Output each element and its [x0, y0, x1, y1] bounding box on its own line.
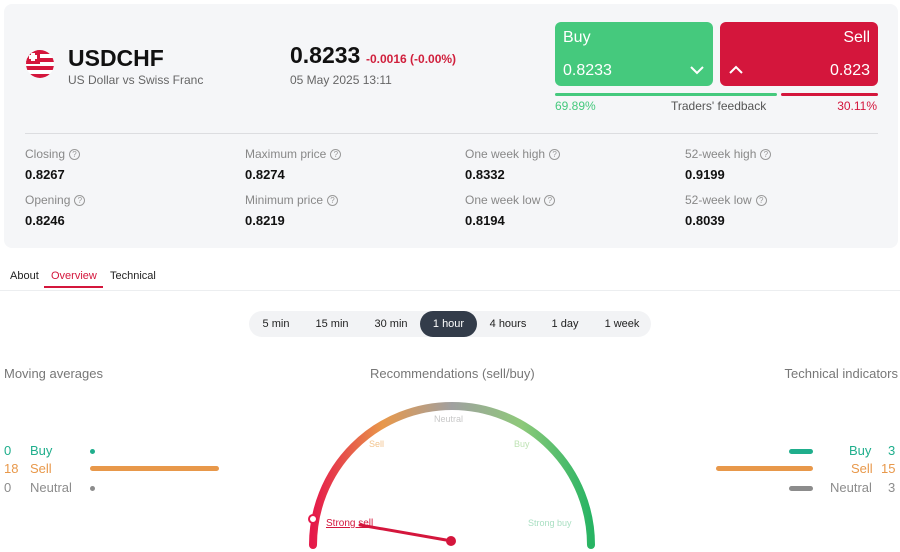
gauge-arc — [309, 402, 595, 549]
ti-buy-label: Buy — [849, 443, 872, 458]
tab-technical[interactable]: Technical — [110, 270, 156, 282]
stat-name: One week low — [465, 193, 541, 207]
ti-neutral-count: 3 — [888, 480, 896, 495]
technical-indicators-title: Technical indicators — [784, 366, 898, 381]
active-tab-indicator — [44, 286, 103, 288]
period-15-min[interactable]: 15 min — [315, 318, 349, 330]
tab-overview[interactable]: Overview — [51, 270, 97, 282]
tab-about[interactable]: About — [10, 270, 39, 282]
period-1-day[interactable]: 1 day — [551, 318, 579, 330]
ti-sell-label: Sell — [851, 461, 873, 476]
ma-neutral-label: Neutral — [30, 480, 72, 495]
chevron-down-icon — [690, 66, 704, 75]
stat-value: 0.8194 — [465, 213, 505, 228]
sell-label: Sell — [843, 29, 870, 46]
sell-button[interactable]: Sell 0.823 — [720, 22, 878, 86]
gauge-marker — [308, 514, 318, 524]
ma-buy-count: 0 — [4, 443, 12, 458]
stat-value: 0.8039 — [685, 213, 725, 228]
moving-averages-title: Moving averages — [4, 366, 103, 381]
recommendations-title: Recommendations (sell/buy) — [370, 366, 535, 381]
stat-value: 0.8267 — [25, 167, 65, 182]
ma-buy-label: Buy — [30, 443, 53, 458]
stat-value: 0.8219 — [245, 213, 285, 228]
gauge-label-strong-buy: Strong buy — [528, 518, 572, 528]
feedback-sell-percent: 30.11% — [837, 99, 877, 113]
price-change: -0.0016 (-0.00%) — [366, 52, 457, 66]
ma-sell-bar — [90, 466, 219, 471]
stat-name: One week high — [465, 147, 546, 161]
tab-bar: About Overview Technical — [0, 264, 900, 291]
period-1-hour[interactable]: 1 hour — [420, 311, 477, 337]
stat-opening: Opening? 0.8246 — [25, 193, 225, 228]
period-30-min[interactable]: 30 min — [374, 318, 408, 330]
ti-buy-count: 3 — [888, 443, 896, 458]
help-icon[interactable]: ? — [760, 148, 772, 160]
stat-minimum-price: Minimum price? 0.8219 — [245, 193, 445, 228]
ma-neutral-count: 0 — [4, 480, 12, 495]
gauge-needle-pivot — [446, 536, 456, 546]
stat-name: 52-week low — [685, 193, 752, 207]
period-5-min[interactable]: 5 min — [262, 318, 290, 330]
period-selector: 5 min 15 min 30 min 1 hour 4 hours 1 day… — [249, 311, 651, 337]
stat-maximum-price: Maximum price? 0.8274 — [245, 147, 445, 182]
help-icon[interactable]: ? — [327, 194, 339, 206]
us-flag-icon — [26, 50, 54, 78]
buy-price: 0.8233 — [563, 62, 612, 79]
feedback-label: Traders' feedback — [671, 99, 767, 113]
price-timestamp: 05 May 2025 13:11 — [290, 73, 392, 87]
ti-neutral-bar — [789, 486, 813, 491]
stat-one-week-low: One week low? 0.8194 — [465, 193, 665, 228]
ti-buy-bar — [789, 449, 813, 454]
help-icon[interactable]: ? — [330, 148, 342, 160]
gauge-label-strong-sell: Strong sell — [326, 518, 373, 529]
ma-sell-count: 18 — [4, 461, 19, 476]
buy-button[interactable]: Buy 0.8233 — [555, 22, 713, 86]
ti-neutral-label: Neutral — [830, 480, 872, 495]
instrument-name: US Dollar vs Swiss Franc — [68, 73, 204, 87]
stat-52-week-low: 52-week low? 0.8039 — [685, 193, 885, 228]
gauge-label-buy: Buy — [514, 439, 530, 449]
chevron-up-icon — [729, 65, 743, 74]
stat-name: Opening — [25, 193, 71, 207]
buy-label: Buy — [563, 29, 591, 46]
current-price: 0.8233 — [290, 42, 361, 68]
stat-value: 0.8274 — [245, 167, 285, 182]
gauge-needle — [358, 523, 448, 542]
recommendation-gauge: Strong sell Sell Neutral Buy Strong buy — [308, 402, 595, 549]
period-1-week[interactable]: 1 week — [604, 318, 640, 330]
feedback-buy-bar — [555, 93, 777, 96]
help-icon[interactable]: ? — [74, 194, 86, 206]
feedback-sell-bar — [781, 93, 878, 96]
help-icon[interactable]: ? — [549, 148, 561, 160]
stat-52-week-high: 52-week high? 0.9199 — [685, 147, 885, 182]
ma-sell-label: Sell — [30, 461, 52, 476]
stat-value: 0.8246 — [25, 213, 65, 228]
stat-name: Closing — [25, 147, 66, 161]
stat-value: 0.8332 — [465, 167, 505, 182]
ma-buy-bar — [90, 449, 95, 454]
help-icon[interactable]: ? — [69, 148, 81, 160]
help-icon[interactable]: ? — [755, 194, 767, 206]
stat-closing: Closing? 0.8267 — [25, 147, 225, 182]
ma-neutral-bar — [90, 486, 95, 491]
ti-sell-bar — [716, 466, 813, 471]
divider — [25, 133, 878, 134]
stat-name: Maximum price — [245, 147, 327, 161]
period-4-hours[interactable]: 4 hours — [489, 318, 527, 330]
gauge-label-sell: Sell — [369, 439, 384, 449]
sell-price: 0.823 — [829, 62, 870, 79]
help-icon[interactable]: ? — [544, 194, 556, 206]
gauge-label-neutral: Neutral — [434, 414, 463, 424]
feedback-buy-percent: 69.89% — [555, 99, 596, 113]
ti-sell-count: 15 — [881, 461, 896, 476]
instrument-symbol: USDCHF — [68, 45, 164, 71]
stat-name: 52-week high — [685, 147, 757, 161]
stat-name: Minimum price — [245, 193, 324, 207]
stat-one-week-high: One week high? 0.8332 — [465, 147, 665, 182]
stat-value: 0.9199 — [685, 167, 725, 182]
